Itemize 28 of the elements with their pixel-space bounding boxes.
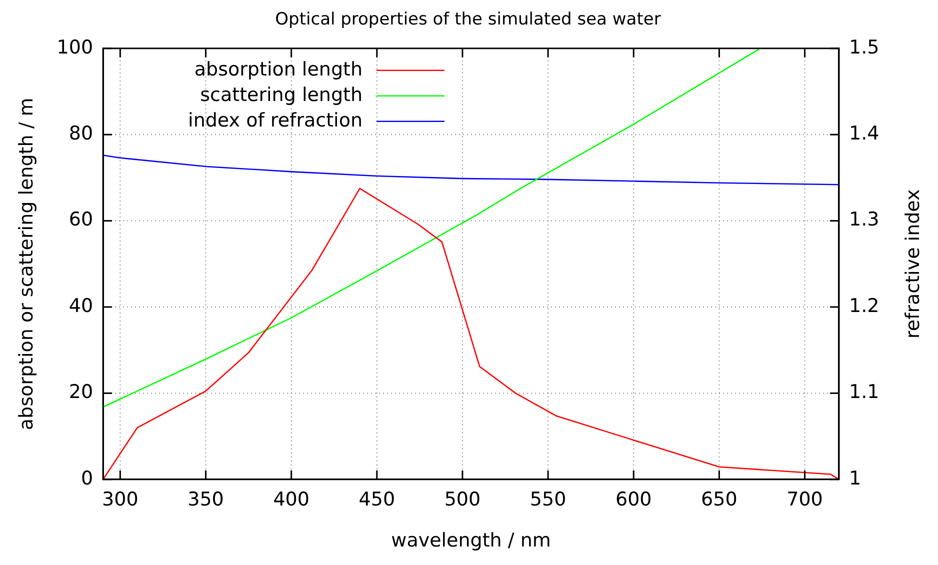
chart-title: Optical properties of the simulated sea water — [275, 10, 661, 30]
x-tick-label: 650 — [701, 488, 738, 511]
y2-tick-label: 1.4 — [848, 122, 880, 145]
y2-tick-label: 1 — [848, 467, 862, 490]
x-tick-label: 450 — [358, 488, 396, 511]
x-axis-title: wavelength / nm — [391, 530, 551, 552]
x-tick-label: 600 — [615, 488, 652, 511]
y-tick-label: 0 — [80, 467, 94, 490]
y-tick-label: 100 — [56, 36, 94, 58]
y-tick-label: 80 — [68, 122, 94, 145]
y2-axis-title: refractive index — [902, 189, 924, 339]
y2-tick-label: 1.3 — [848, 208, 880, 231]
x-tick-label: 500 — [444, 488, 481, 511]
x-tick-label: 550 — [530, 488, 566, 511]
legend-label: index of refraction — [188, 109, 363, 132]
y-axis-title: absorption or scattering length / m — [15, 98, 38, 430]
x-tick-label: 700 — [786, 488, 823, 511]
x-tick-label: 300 — [102, 488, 138, 511]
legend-label: absorption length — [194, 58, 363, 80]
y2-tick-label: 1.1 — [848, 381, 880, 404]
y2-tick-label: 1.2 — [848, 294, 880, 317]
x-tick-label: 400 — [273, 488, 310, 511]
y-tick-label: 40 — [68, 294, 94, 317]
legend-label: scattering length — [200, 84, 363, 106]
y-tick-label: 60 — [68, 208, 94, 231]
y2-tick-label: 1.5 — [848, 36, 880, 58]
y-tick-label: 20 — [68, 381, 94, 404]
x-tick-label: 350 — [188, 488, 224, 511]
